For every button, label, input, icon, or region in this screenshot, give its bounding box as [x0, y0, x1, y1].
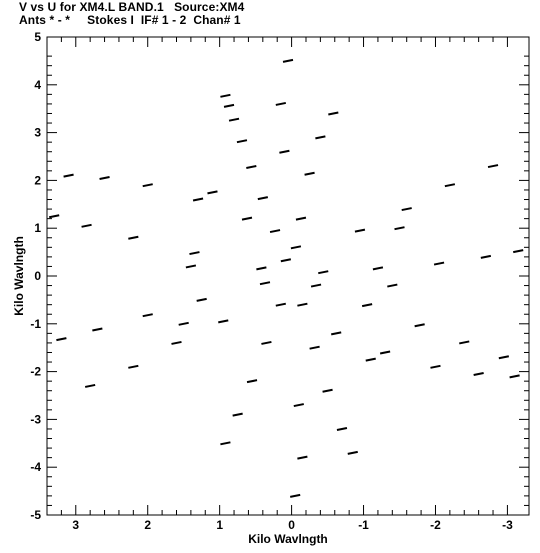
x-tick-label: -1	[358, 518, 369, 532]
uv-point	[394, 226, 405, 231]
uv-point	[331, 331, 342, 336]
uv-point	[189, 251, 200, 256]
uv-point	[279, 149, 290, 154]
uv-point	[228, 117, 240, 122]
uv-point	[56, 337, 67, 342]
uv-point	[473, 372, 484, 376]
y-tick-label: 3	[34, 126, 41, 140]
uv-point	[236, 139, 248, 144]
uv-point	[142, 183, 153, 188]
uv-point	[309, 345, 320, 350]
uv-point	[192, 197, 204, 202]
x-tick-label: 1	[216, 518, 223, 532]
y-tick-label: -3	[30, 412, 41, 426]
uv-point	[261, 340, 272, 345]
y-tick-label: 2	[34, 173, 41, 187]
uv-point	[354, 228, 366, 233]
x-axis-label: Kilo Wavlngth	[248, 532, 328, 546]
x-tick-label: -3	[502, 518, 513, 532]
y-tick-label: -4	[30, 460, 41, 474]
x-tick-label: 2	[144, 518, 151, 532]
x-tick-label: 0	[288, 518, 295, 532]
uv-point	[269, 229, 281, 234]
uv-point	[218, 319, 229, 324]
uv-point	[387, 283, 398, 288]
uv-point	[196, 297, 207, 302]
uv-point	[178, 321, 189, 326]
uv-point	[297, 455, 308, 460]
y-tick-label: 5	[34, 30, 41, 44]
uv-point	[361, 303, 373, 308]
uv-point	[81, 223, 92, 228]
uv-point	[414, 323, 425, 328]
uv-point	[275, 302, 287, 307]
uv-point	[372, 266, 384, 271]
uv-point	[257, 196, 269, 201]
uv-point	[223, 103, 235, 108]
axis-ticks-layer: 3 2 1 0 -1 -2 -3 5 4 3 2 1 0 -1 -2 -3 -4 -5	[30, 30, 529, 532]
uv-point	[315, 135, 326, 140]
uv-points-layer	[48, 58, 524, 498]
uv-point	[99, 176, 110, 180]
uv-point	[232, 412, 243, 417]
uv-point	[48, 214, 60, 219]
x-tick-label: 3	[72, 518, 79, 532]
uv-point	[289, 493, 301, 498]
uv-point	[241, 216, 253, 221]
uv-point	[92, 327, 103, 332]
uv-point	[487, 164, 499, 169]
uv-point	[347, 450, 358, 455]
uv-point	[282, 58, 294, 63]
uv-point	[401, 207, 412, 212]
y-axis-label: Kilo Wavlngth	[12, 236, 26, 316]
uv-point	[310, 283, 322, 288]
y-tick-label: -1	[30, 317, 41, 331]
plot-subtitle: Ants * - * Stokes I IF# 1 - 2 Chan# 1	[19, 13, 241, 27]
uv-point	[259, 281, 271, 286]
uv-point	[304, 171, 315, 176]
y-tick-label: 0	[34, 269, 41, 283]
uv-point	[280, 258, 292, 263]
plot-frame	[46, 36, 530, 516]
uv-point	[318, 270, 329, 275]
uv-point	[498, 355, 510, 360]
uv-point	[246, 165, 257, 169]
plot-title: V vs U for XM4.L BAND.1 Source:XM4	[19, 0, 245, 14]
uv-point	[444, 183, 456, 188]
uv-point	[207, 190, 218, 195]
uv-point	[322, 388, 333, 393]
uv-point	[275, 101, 287, 106]
uv-point	[509, 374, 520, 379]
uv-point	[185, 264, 197, 269]
uv-point	[336, 426, 348, 431]
uv-point	[433, 261, 445, 266]
uv-point	[459, 340, 470, 345]
y-tick-label: -2	[30, 365, 41, 379]
uv-point	[128, 235, 139, 240]
uv-point	[84, 383, 96, 388]
uv-point	[295, 216, 307, 221]
x-tick-label: -2	[430, 518, 441, 532]
uv-point	[128, 364, 139, 369]
uv-point	[293, 403, 304, 408]
uv-point	[171, 340, 182, 345]
uv-point	[63, 173, 74, 178]
y-tick-label: 4	[34, 78, 41, 92]
uv-point	[480, 254, 492, 259]
uv-point	[297, 302, 308, 307]
uv-point	[246, 379, 258, 384]
uv-point	[220, 93, 231, 98]
uv-point	[379, 350, 391, 355]
uv-point	[290, 245, 302, 250]
uv-point	[365, 357, 376, 362]
uv-point	[142, 313, 153, 318]
uv-point	[220, 441, 231, 446]
uv-point	[513, 249, 524, 254]
uv-point	[430, 364, 441, 369]
y-tick-label: 1	[34, 221, 41, 235]
uv-point	[328, 111, 339, 116]
y-tick-label: -5	[30, 508, 41, 522]
uv-point	[256, 266, 267, 271]
